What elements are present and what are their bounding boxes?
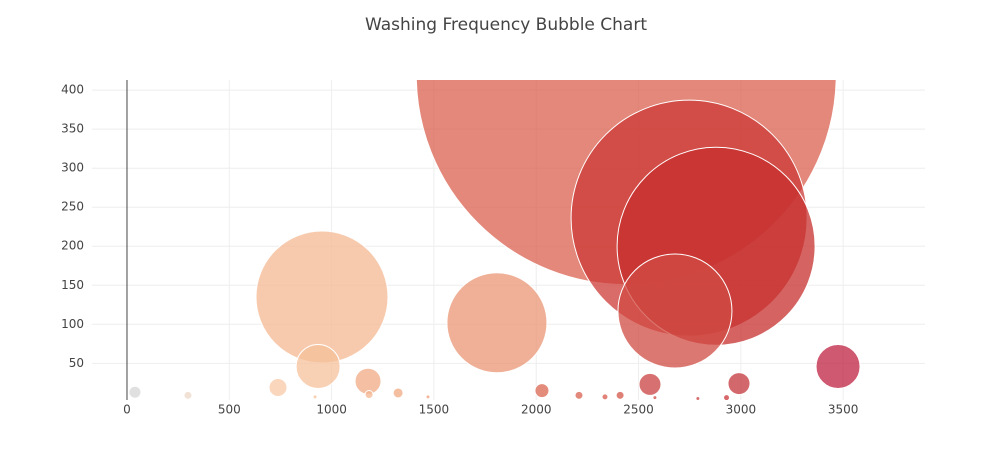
y-tick-label: 150 <box>61 278 84 292</box>
bubble <box>727 372 751 396</box>
bubble <box>312 394 318 400</box>
bubble <box>534 383 550 399</box>
bubble <box>364 390 374 400</box>
bubble <box>695 395 701 400</box>
x-tick-label: 2500 <box>623 403 654 417</box>
bubble <box>617 253 733 369</box>
axis-labels: 50 100 150 200 250 300 350 400 0 500 1000 1500 2000 2… <box>61 83 858 417</box>
x-tick-label: 3500 <box>828 403 859 417</box>
bubble <box>638 372 662 396</box>
bubble <box>128 385 142 399</box>
bubble <box>183 390 193 400</box>
bubble <box>425 394 431 400</box>
y-tick-label: 50 <box>69 356 84 370</box>
bubble <box>392 387 404 399</box>
bubble <box>446 272 548 374</box>
x-tick-label: 0 <box>123 403 131 417</box>
y-tick-label: 300 <box>61 161 84 175</box>
bubble <box>615 390 625 400</box>
x-tick-label: 3000 <box>726 403 757 417</box>
bubble <box>574 390 584 400</box>
plot-area <box>128 80 861 400</box>
bubble <box>295 343 341 389</box>
bubble <box>815 343 861 389</box>
chart-title: Washing Frequency Bubble Chart <box>365 15 647 35</box>
bubble <box>723 394 731 400</box>
bubble <box>601 393 609 400</box>
y-tick-label: 250 <box>61 200 84 214</box>
y-tick-label: 350 <box>61 122 84 136</box>
bubble <box>652 395 658 400</box>
x-tick-label: 1000 <box>316 403 347 417</box>
x-tick-label: 1500 <box>419 403 450 417</box>
y-tick-label: 200 <box>61 239 84 253</box>
bubble <box>255 230 389 364</box>
x-tick-label: 2000 <box>521 403 552 417</box>
y-tick-label: 100 <box>61 317 84 331</box>
x-tick-label: 500 <box>218 403 241 417</box>
y-tick-label: 400 <box>61 83 84 97</box>
bubble <box>268 378 288 398</box>
